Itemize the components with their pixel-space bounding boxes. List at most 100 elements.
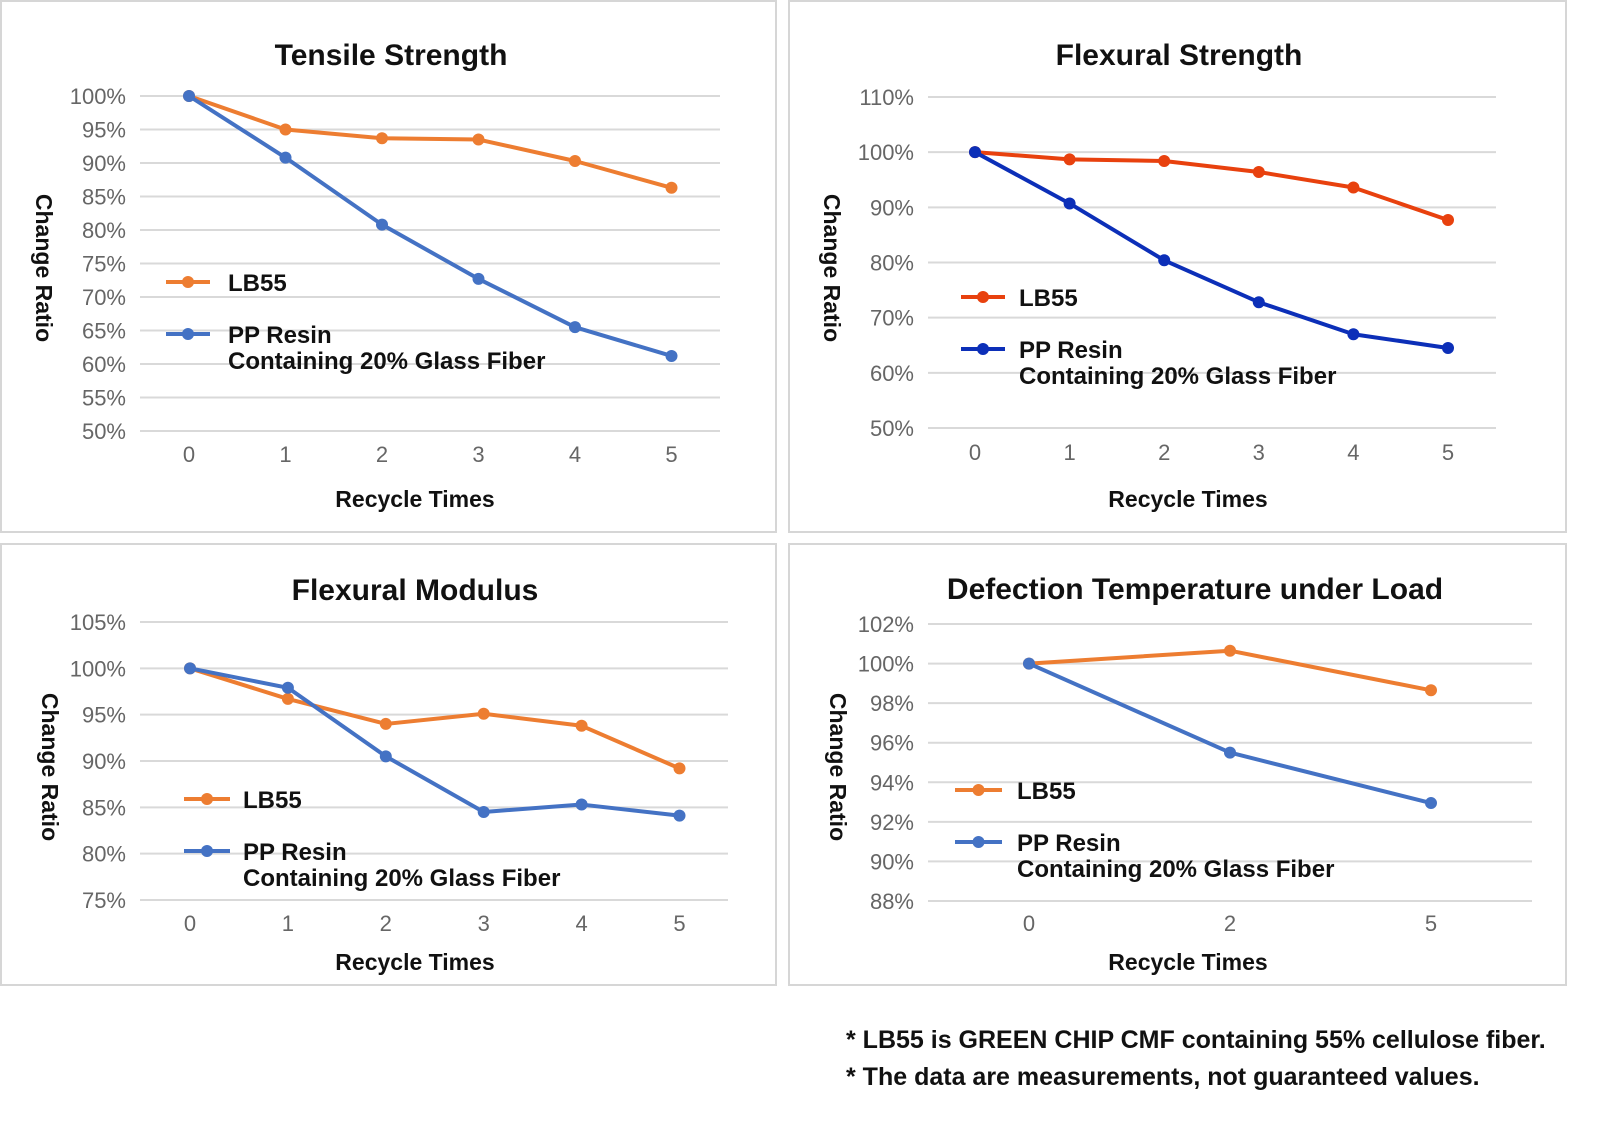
x-tick-label: 4 [569,442,581,467]
data-point [1224,644,1236,657]
y-tick-label: 88% [870,889,914,914]
chart-panel-tensile-strength: Tensile Strength 50% 55% 60% 65% 70% 75% 80% 85%… [0,0,777,533]
legend-label: PP Resin [243,839,347,866]
legend-marker-0 [201,793,213,805]
data-point [184,662,196,675]
x-tick-label: 5 [665,442,677,467]
x-axis-label: Recycle Times [1108,486,1267,512]
legend-marker-1 [182,328,194,340]
y-tick-label: 50% [870,416,914,441]
y-tick-label: 100% [858,140,914,165]
y-tick-label: 105% [70,610,126,635]
data-point [1158,154,1171,167]
data-point [472,272,485,285]
y-tick-label: 75% [82,888,126,913]
legend-marker-0 [977,291,989,303]
y-tick-label: 90% [870,849,914,874]
data-point [379,750,392,763]
data-point [1063,197,1076,210]
data-point [1252,296,1265,309]
data-point [665,349,678,362]
x-tick-label: 2 [376,442,388,467]
y-axis-label: Change Ratio [31,194,57,342]
y-tick-label: 80% [870,251,914,276]
y-tick-label: 95% [82,118,126,143]
x-tick-label: 5 [1442,440,1454,465]
x-tick-label: 3 [1253,440,1265,465]
data-point [477,805,490,818]
x-tick-label: 0 [184,911,196,936]
chart-panel-deflection-temperature: Defection Temperature under Load 88% 90% 92… [788,543,1567,986]
x-tick-label: 0 [1023,911,1035,936]
legend-label: LB55 [1019,285,1078,312]
data-point [472,133,485,146]
chart-title: Defection Temperature under Load [947,573,1443,606]
data-point [376,132,388,145]
chart-deflection-temperature: Defection Temperature under Load 88% 90% 92… [825,573,1532,975]
y-axis-label: Change Ratio [37,693,63,841]
legend-label: PP Resin [1017,830,1121,857]
data-point [969,146,981,159]
legend-label-line2: Containing 20% Glass Fiber [1019,363,1336,390]
legend-label-line2: Containing 20% Glass Fiber [1017,856,1334,883]
data-point [569,321,581,334]
data-point [379,717,392,730]
y-tick-label: 70% [870,306,914,331]
chart-title: Flexural Strength [1056,39,1303,72]
data-point [1347,181,1360,194]
y-tick-label: 90% [82,151,126,176]
data-point [279,123,292,136]
data-point [477,707,490,720]
data-point [1347,328,1360,341]
data-point [1158,254,1171,267]
data-point [1425,684,1437,697]
chart-panel-flexural-modulus: Flexural Modulus 75% 80% 85% 90% 95% 100% 105% 0… [0,543,777,986]
series-line-1 [189,666,680,818]
y-tick-label: 90% [82,749,126,774]
data-point [281,681,294,694]
series-line-0 [189,666,681,771]
y-tick-label: 100% [70,84,126,109]
chart-flexural-modulus: Flexural Modulus 75% 80% 85% 90% 95% 100% 105% 0… [37,574,728,975]
chart-flexural-strength: Flexural Strength 50% 60% 70% 80% 90% 100% 110%… [819,39,1496,512]
legend-label: PP Resin [1019,337,1123,364]
chart-panel-flexural-strength: Flexural Strength 50% 60% 70% 80% 90% 100% 110%… [788,0,1567,533]
data-point [673,809,686,822]
chart-title: Tensile Strength [275,39,508,72]
series-line-1 [974,150,1449,350]
y-tick-label: 60% [82,352,126,377]
data-point [1252,166,1265,179]
series-line-0 [974,150,1449,222]
x-axis-label: Recycle Times [1108,949,1267,975]
y-tick-label: 94% [870,770,914,795]
x-tick-label: 1 [1063,440,1075,465]
y-tick-label: 75% [82,252,126,277]
x-axis-label: Recycle Times [335,949,494,975]
x-tick-label: 1 [282,911,294,936]
x-axis-label: Recycle Times [335,486,494,512]
footnotes: * LB55 is GREEN CHIP CMF containing 55% … [846,1022,1546,1096]
y-tick-label: 85% [82,185,126,210]
y-tick-label: 80% [82,842,126,867]
x-tick-label: 0 [183,442,195,467]
x-tick-label: 3 [478,911,490,936]
y-tick-label: 110% [859,85,914,110]
y-tick-label: 100% [70,656,126,681]
data-point [575,719,588,732]
y-tick-label: 95% [82,703,126,728]
y-tick-label: 80% [82,218,126,243]
footnote-1: * LB55 is GREEN CHIP CMF containing 55% … [846,1026,1546,1054]
data-point [1023,657,1035,670]
y-tick-label: 92% [870,810,914,835]
y-axis-label: Change Ratio [825,693,851,841]
data-point [376,218,388,231]
legend-label: LB55 [243,787,302,814]
x-tick-label: 4 [1347,440,1359,465]
data-point [575,798,588,811]
y-tick-label: 102% [858,612,914,637]
footnote-2: * The data are measurements, not guarant… [846,1063,1480,1091]
y-tick-label: 98% [870,691,914,716]
x-tick-label: 2 [1158,440,1170,465]
legend-label: LB55 [1017,778,1076,805]
legend-marker-0 [182,276,194,288]
